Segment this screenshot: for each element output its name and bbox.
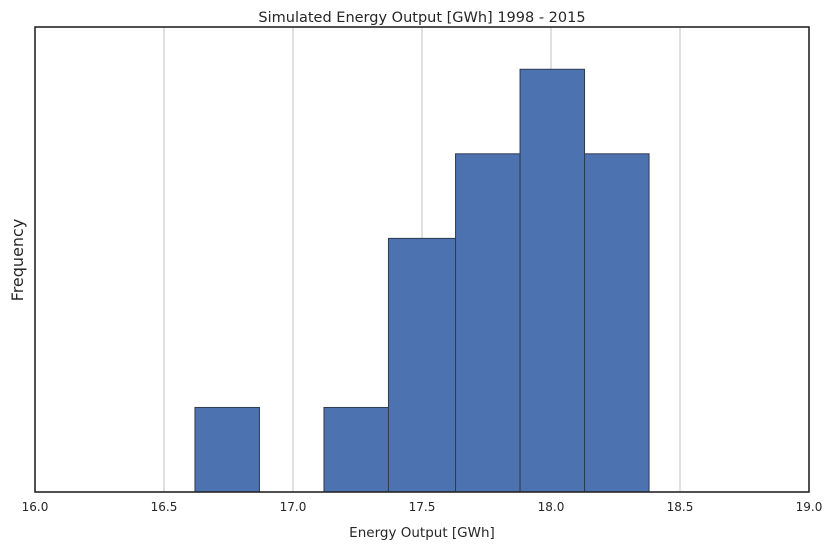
x-axis-label: Energy Output [GWh] xyxy=(349,525,495,541)
histogram-bar xyxy=(519,68,586,493)
histogram-bar xyxy=(194,406,260,493)
x-tick-label: 19.0 xyxy=(796,500,823,514)
x-tick-label: 17.0 xyxy=(280,500,307,514)
x-tick-labels: 16.0 16.5 17.0 17.5 18.0 18.5 19.0 xyxy=(22,500,823,514)
x-tick-label: 18.5 xyxy=(667,500,694,514)
y-axis-label: Frequency xyxy=(8,219,27,302)
histogram-bar xyxy=(584,153,650,493)
histogram-bar xyxy=(387,237,457,493)
plot-frame xyxy=(34,26,810,493)
x-tick-label: 16.0 xyxy=(22,500,49,514)
chart-title: Simulated Energy Output [GWh] 1998 - 201… xyxy=(258,10,585,26)
x-tick-label: 17.5 xyxy=(409,500,436,514)
x-tick-label: 16.5 xyxy=(151,500,178,514)
histogram-bar xyxy=(323,406,389,493)
x-tick-label: 18.0 xyxy=(538,500,565,514)
histogram-bar xyxy=(455,153,521,493)
histogram-bars xyxy=(194,68,650,493)
